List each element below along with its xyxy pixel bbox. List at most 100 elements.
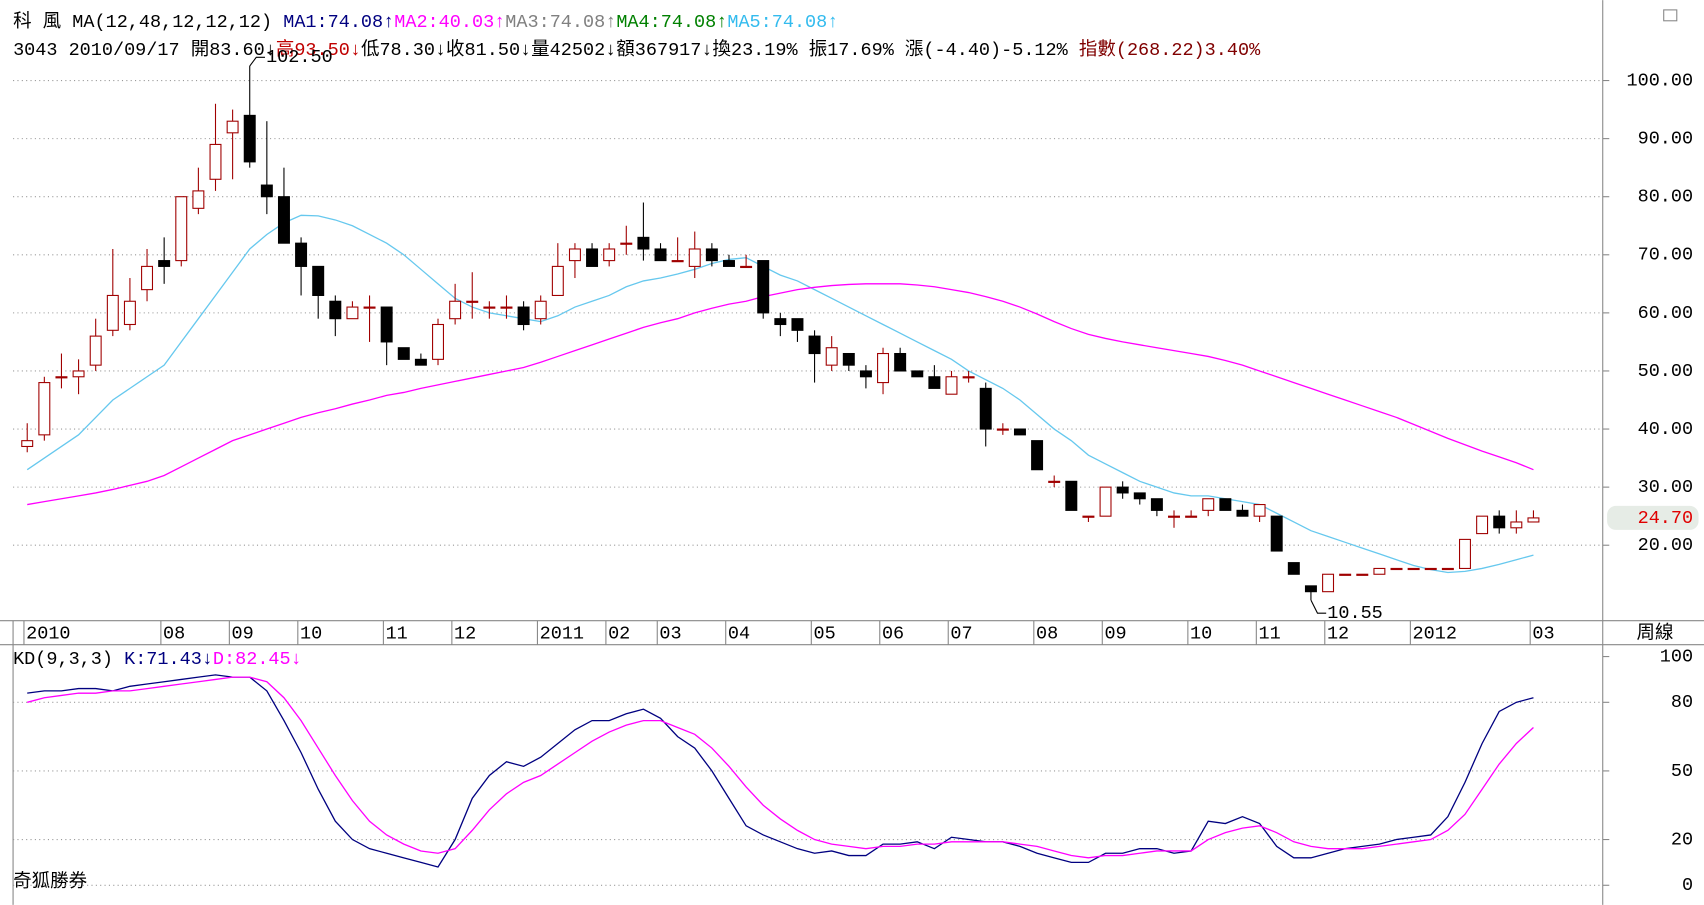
x-tick-label: 09 [232, 624, 254, 645]
candle-body [295, 242, 308, 267]
candle-body [1236, 509, 1249, 517]
window-icon[interactable] [1663, 9, 1678, 22]
candle-body [175, 196, 188, 262]
candle-body [500, 306, 513, 309]
panel-title-segment: K:71.43↓ [124, 649, 213, 670]
annotation-label: 10.55 [1327, 603, 1383, 624]
candle-body [671, 260, 684, 263]
header-line: 科 風 MA(12,48,12,12,12) MA1:74.08↑MA2:40.… [13, 11, 838, 33]
y-tick-label: 0 [1682, 875, 1693, 896]
x-tick-label: 05 [813, 624, 835, 645]
candle-body [1219, 498, 1232, 511]
candle-body [637, 236, 650, 250]
candle-body [722, 260, 735, 267]
candle-body [945, 376, 958, 395]
y-tick-label: 80.00 [1638, 187, 1694, 208]
candle-body [1116, 486, 1129, 494]
candle-body [1424, 567, 1437, 571]
candle-body [740, 265, 753, 269]
x-tick-label: 11 [386, 624, 408, 645]
y-tick-label: 30.00 [1638, 477, 1694, 498]
candle-body [226, 120, 239, 134]
x-tick-label: 02 [608, 624, 630, 645]
candle-body [89, 335, 102, 366]
last-price-label: 24.70 [1638, 508, 1694, 529]
candle-body [1510, 521, 1523, 529]
candle-body [1287, 562, 1300, 575]
candle-body [329, 300, 342, 320]
x-tick-label: 10 [1190, 624, 1212, 645]
x-tick-label: 06 [882, 624, 904, 645]
candle-body [825, 347, 838, 366]
candle-body [363, 306, 376, 309]
x-tick-label: 2011 [540, 624, 584, 645]
candle-body [277, 196, 290, 244]
header-segment: MA1:74.08↑ [283, 12, 394, 33]
last-price-box [1607, 505, 1699, 530]
candle-body [1133, 492, 1146, 500]
ma-line [27, 283, 1534, 506]
candle-body [620, 242, 633, 245]
header-segment: 3043 2010/09/17 開83.60↓ [13, 40, 276, 61]
footer: 奇狐勝券 [13, 871, 88, 893]
panel-title-segment: D:82.45↓ [213, 649, 302, 670]
candle-body [877, 352, 890, 384]
header-segment: MA(12,48,12,12,12) [72, 12, 283, 33]
candle-body [260, 184, 273, 198]
y-tick-label: 90.00 [1638, 129, 1694, 150]
candle-body [774, 318, 787, 326]
y-tick-label: 20 [1671, 829, 1693, 850]
x-tick-label: 2012 [1413, 624, 1457, 645]
candle-body [466, 300, 479, 303]
candle-body [1339, 573, 1352, 576]
header-segment: 科 風 [13, 11, 72, 33]
x-tick-label: 03 [659, 624, 681, 645]
y-tick-label: 40.00 [1638, 419, 1694, 440]
y-tick-label: 50.00 [1638, 361, 1694, 382]
candle-body [928, 376, 941, 389]
candle-body [1527, 517, 1540, 523]
candle-body [1356, 573, 1369, 576]
header-line: 3043 2010/09/17 開83.60↓高93.50↓低78.30↓收81… [13, 39, 1261, 61]
candle-body [397, 347, 410, 360]
y-tick-label: 100.00 [1626, 70, 1693, 91]
candle-body [1048, 480, 1061, 483]
header-segment: 低78.30↓收81.50↓量42502↓額367917↓換23.19% 振17… [361, 39, 1079, 61]
x-tick-label: 12 [454, 624, 476, 645]
candle-body [1202, 498, 1215, 511]
x-tick-label: 10 [300, 624, 322, 645]
candle-body [688, 248, 701, 267]
annotation-leader [249, 56, 265, 67]
candle-body [414, 358, 427, 366]
candle-body [568, 248, 581, 262]
candle-body [1013, 428, 1026, 436]
candle-body [1476, 515, 1489, 535]
candle-body [586, 248, 599, 267]
candle-body [1099, 486, 1112, 517]
candle-body [1407, 567, 1420, 571]
candle-body [106, 294, 119, 331]
candle-body [192, 190, 205, 209]
candle-body [654, 248, 667, 262]
header-segment: MA3:74.08↑ [505, 12, 616, 33]
header-segment: 高93.50↓ [276, 39, 361, 61]
candle-body [603, 248, 616, 262]
annotation-label: 102.50 [266, 47, 333, 68]
candle-body [141, 265, 154, 291]
candle-body [1082, 515, 1095, 518]
candle-body [1168, 515, 1180, 518]
candle-body [1270, 515, 1283, 552]
candle-body [996, 428, 1009, 431]
x-tick-label: 08 [163, 624, 185, 645]
candle-body [123, 300, 136, 326]
candle-body [1373, 567, 1386, 575]
y-tick-label: 70.00 [1638, 245, 1694, 266]
y-tick-label: 60.00 [1638, 303, 1694, 324]
candle-body [1441, 567, 1454, 571]
x-tick-label: 12 [1327, 624, 1349, 645]
candle-body [243, 114, 256, 163]
candle-body [859, 370, 872, 378]
x-tick-label: 09 [1104, 624, 1126, 645]
candle-body [705, 248, 718, 262]
